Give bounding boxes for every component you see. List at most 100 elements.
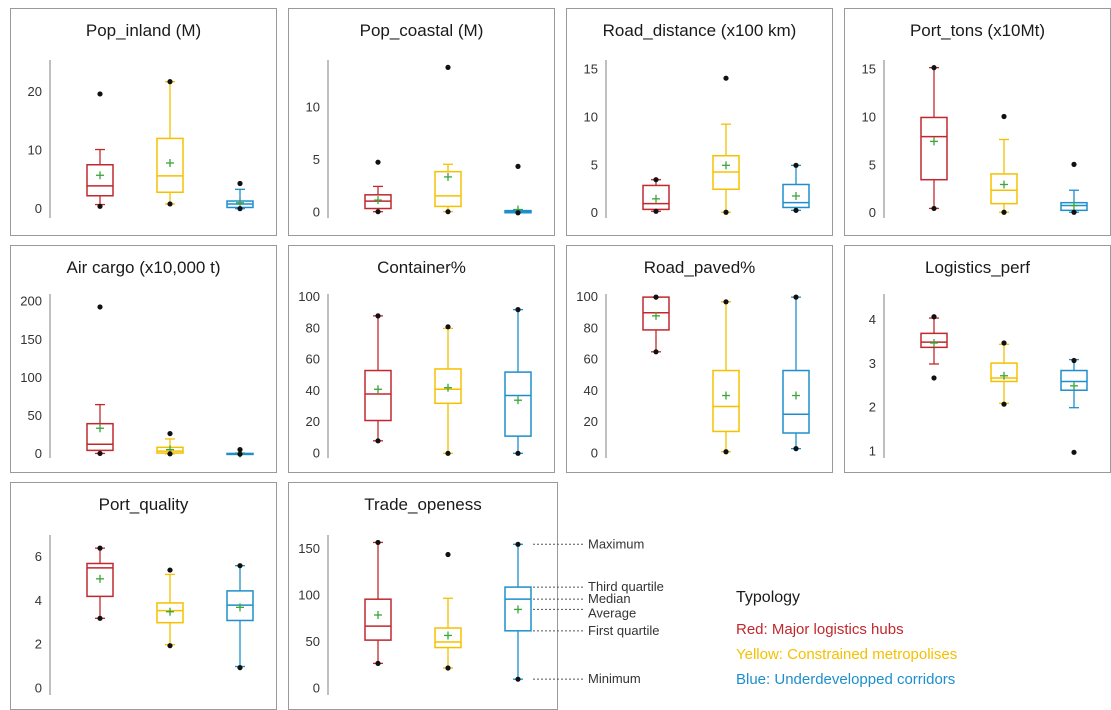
- box-blue: [504, 541, 532, 682]
- outlier-point: [931, 314, 937, 320]
- box-yellow: [156, 79, 184, 207]
- outlier-point: [445, 665, 451, 671]
- outlier-point: [237, 447, 243, 453]
- outlier-point: [167, 430, 173, 437]
- panel-frame: [288, 8, 555, 236]
- box-red: [364, 313, 392, 444]
- y-tick-label: 80: [306, 320, 320, 335]
- box-yellow: [434, 551, 462, 671]
- outlier-point: [1001, 340, 1007, 346]
- outlier-point: [167, 567, 173, 573]
- outlier-point: [1001, 401, 1007, 407]
- outlier-point: [97, 545, 103, 551]
- outlier-point: [167, 643, 173, 649]
- y-tick-label: 150: [20, 332, 42, 347]
- y-tick-label: 2: [35, 637, 42, 652]
- box-yellow: [156, 430, 184, 457]
- y-tick-label: 150: [298, 541, 320, 556]
- y-tick-label: 100: [20, 370, 42, 385]
- y-tick-label: 4: [869, 312, 876, 327]
- outlier-point: [237, 180, 243, 187]
- box-blue: [226, 180, 254, 212]
- outlier-point: [1071, 161, 1077, 167]
- box-red: [642, 177, 670, 214]
- panel-frame: [10, 8, 277, 236]
- box-blue: [1060, 161, 1088, 215]
- panel-2: Pop_coastal (M) 0 5 10: [288, 8, 555, 236]
- outlier-point: [1001, 113, 1007, 120]
- y-tick-label: 6: [35, 549, 42, 564]
- y-tick-label: 10: [862, 109, 876, 124]
- y-tick-label: 200: [20, 294, 42, 309]
- box-yellow: [156, 567, 184, 649]
- y-tick-label: 15: [862, 62, 876, 77]
- box-yellow: [434, 324, 462, 456]
- y-tick-label: 20: [28, 84, 42, 99]
- outlier-point: [723, 75, 729, 81]
- y-tick-label: 60: [584, 352, 598, 367]
- outlier-point: [515, 163, 521, 169]
- outlier-point: [515, 450, 521, 456]
- iqr-box: [990, 173, 1018, 205]
- outlier-point: [375, 539, 381, 546]
- box-blue: [504, 163, 532, 216]
- box-yellow: [434, 64, 462, 215]
- y-tick-label: 100: [576, 289, 598, 304]
- y-tick-label: 10: [28, 143, 42, 158]
- box-blue: [226, 563, 254, 671]
- iqr-box: [712, 369, 740, 433]
- panel-1: Pop_inland (M) 0 10 20: [10, 8, 277, 236]
- y-tick-label: 80: [584, 320, 598, 335]
- iqr-box: [434, 170, 462, 208]
- y-tick-label: 20: [584, 414, 598, 429]
- y-tick-label: 3: [869, 356, 876, 371]
- y-tick-label: 0: [591, 445, 598, 460]
- y-tick-label: 5: [869, 157, 876, 172]
- y-tick-label: 60: [306, 352, 320, 367]
- outlier-point: [237, 451, 243, 457]
- annotation-label-average: Average: [588, 605, 636, 620]
- outlier-point: [931, 375, 937, 381]
- panel-5: Air cargo (x10,000 t) 0 50 100 150 200: [10, 245, 277, 473]
- box-yellow: [990, 340, 1018, 407]
- outlier-point: [97, 450, 103, 457]
- outlier-point: [167, 79, 173, 85]
- y-tick-label: 100: [298, 289, 320, 304]
- annotation-label-median: Median: [588, 591, 631, 606]
- y-tick-label: 0: [591, 205, 598, 220]
- panel-3: Road_distance (x100 km) 0 5 10 15: [566, 8, 833, 236]
- box-red: [364, 539, 392, 666]
- panel-6: Container% 0 20 40 60 80 100: [288, 245, 555, 473]
- panel-10: Trade_openess 0 50 100 150: [288, 482, 558, 710]
- iqr-box: [504, 586, 532, 632]
- annotation-label-minimum: Minimum: [588, 671, 641, 686]
- outlier-point: [445, 551, 451, 558]
- iqr-box: [1060, 369, 1088, 391]
- outlier-point: [445, 64, 451, 70]
- panel-9: Port_quality 0 2 4 6: [10, 482, 277, 710]
- panel-4: Port_tons (x10Mt) 0 5 10 15: [844, 8, 1111, 236]
- outlier-point: [653, 294, 659, 300]
- box-red: [920, 314, 948, 381]
- legend-title: Typology: [736, 589, 800, 606]
- box-blue: [1060, 357, 1088, 455]
- box-red: [642, 294, 670, 355]
- panel-title: Pop_coastal (M): [360, 21, 484, 40]
- y-tick-label: 1: [869, 443, 876, 458]
- panel-title: Port_quality: [99, 495, 189, 514]
- outlier-point: [97, 203, 103, 209]
- y-tick-label: 50: [306, 634, 320, 649]
- outlier-point: [445, 324, 451, 330]
- legend-item-blue: Blue: Underdevelopped corridors: [736, 671, 955, 688]
- y-tick-label: 2: [869, 400, 876, 415]
- y-tick-label: 100: [298, 587, 320, 602]
- outlier-point: [793, 446, 799, 452]
- outlier-point: [931, 205, 937, 212]
- box-blue: [782, 294, 810, 452]
- y-tick-label: 5: [313, 152, 320, 167]
- y-tick-label: 4: [35, 593, 42, 608]
- y-tick-label: 0: [313, 205, 320, 220]
- box-blue: [504, 307, 532, 456]
- panel-frame: [566, 245, 833, 473]
